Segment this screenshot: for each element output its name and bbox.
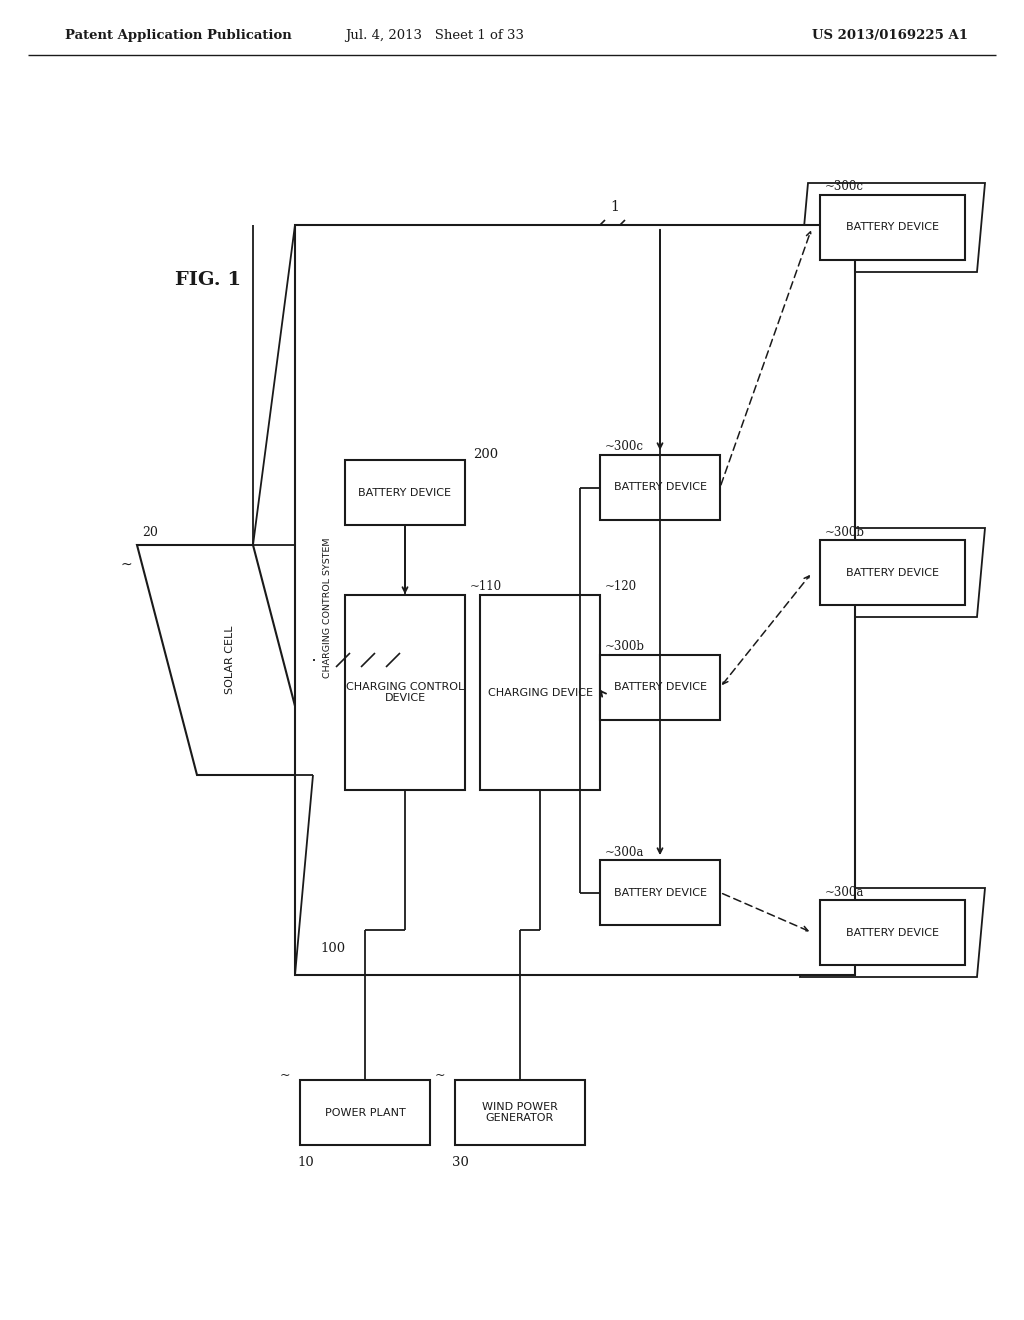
Text: ~300b: ~300b (605, 640, 645, 653)
Text: 20: 20 (142, 527, 158, 540)
Text: ~110: ~110 (470, 581, 502, 594)
Text: ~300b: ~300b (825, 525, 865, 539)
Text: BATTERY DEVICE: BATTERY DEVICE (613, 682, 707, 693)
Text: 200: 200 (473, 449, 498, 462)
Text: Jul. 4, 2013   Sheet 1 of 33: Jul. 4, 2013 Sheet 1 of 33 (345, 29, 524, 41)
Polygon shape (137, 545, 313, 775)
FancyBboxPatch shape (345, 459, 465, 525)
Text: ~300c: ~300c (825, 181, 864, 194)
Text: SOLAR CELL: SOLAR CELL (225, 626, 234, 694)
Text: BATTERY DEVICE: BATTERY DEVICE (846, 568, 939, 578)
FancyBboxPatch shape (820, 540, 965, 605)
FancyBboxPatch shape (600, 455, 720, 520)
FancyBboxPatch shape (300, 1080, 430, 1144)
Text: BATTERY DEVICE: BATTERY DEVICE (846, 928, 939, 937)
Text: FIG. 1: FIG. 1 (175, 271, 241, 289)
Text: ~: ~ (435, 1068, 445, 1081)
Text: ~300a: ~300a (605, 846, 644, 858)
Text: 1: 1 (610, 201, 620, 214)
Text: WIND POWER
GENERATOR: WIND POWER GENERATOR (482, 1102, 558, 1123)
Text: POWER PLANT: POWER PLANT (325, 1107, 406, 1118)
Text: BATTERY DEVICE: BATTERY DEVICE (846, 223, 939, 232)
Text: ~: ~ (121, 558, 132, 572)
FancyBboxPatch shape (600, 861, 720, 925)
Text: 30: 30 (452, 1156, 469, 1170)
FancyBboxPatch shape (820, 900, 965, 965)
Text: CHARGING DEVICE: CHARGING DEVICE (487, 688, 593, 697)
Text: BATTERY DEVICE: BATTERY DEVICE (613, 887, 707, 898)
Polygon shape (800, 183, 985, 272)
FancyBboxPatch shape (315, 285, 660, 931)
Text: ~: ~ (280, 1068, 290, 1081)
Text: ~300c: ~300c (605, 441, 644, 454)
FancyBboxPatch shape (600, 655, 720, 719)
Polygon shape (800, 888, 985, 977)
FancyBboxPatch shape (820, 195, 965, 260)
Text: 100: 100 (319, 941, 345, 954)
Text: ~120: ~120 (605, 581, 637, 594)
Text: BATTERY DEVICE: BATTERY DEVICE (613, 483, 707, 492)
FancyBboxPatch shape (345, 595, 465, 789)
Text: 10: 10 (297, 1156, 313, 1170)
FancyBboxPatch shape (455, 1080, 585, 1144)
Text: Patent Application Publication: Patent Application Publication (65, 29, 292, 41)
Text: ~300a: ~300a (825, 886, 864, 899)
Polygon shape (800, 528, 985, 616)
Text: CHARGING CONTROL
DEVICE: CHARGING CONTROL DEVICE (346, 681, 464, 704)
Text: BATTERY DEVICE: BATTERY DEVICE (358, 487, 452, 498)
FancyBboxPatch shape (295, 224, 855, 975)
FancyBboxPatch shape (480, 595, 600, 789)
Text: CHARGING CONTROL SYSTEM: CHARGING CONTROL SYSTEM (324, 537, 333, 677)
Text: US 2013/0169225 A1: US 2013/0169225 A1 (812, 29, 968, 41)
